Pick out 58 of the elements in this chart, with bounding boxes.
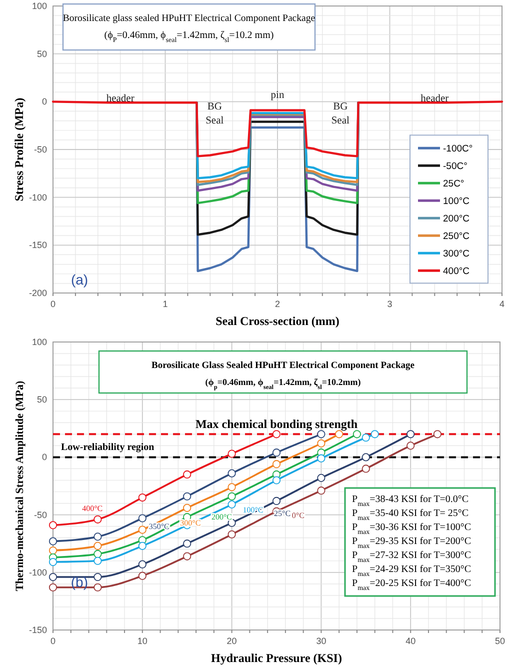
x-axis-title: Hydraulic Pressure (KSI): [211, 651, 342, 665]
text: (ϕ$_{p}$=0.46mm, ϕ$_{seal}$=1.42mm, ζ$_{sl}$=10.2mm): [205, 377, 361, 390]
x-tick-label: 20: [226, 636, 237, 646]
y-tick-label: 100: [32, 1, 47, 11]
x-tick-label: 1: [162, 299, 168, 309]
legend-label: 400°C: [443, 266, 470, 278]
ref-line-label: Max chemical bonding strength: [195, 417, 358, 432]
text: (ϕ$_{P}$=0.46mm, ϕ$_{seal}$=1.42mm, ζ$_{sl}$=10.2 mm): [104, 30, 274, 44]
annotation: (b): [70, 574, 88, 590]
legend-label: 25C°: [443, 178, 464, 190]
text: Borosilicate glass sealed HPuHT Electrical Component Package: [62, 13, 316, 24]
annotation: P$_{max}$=35-40 KSI for T= 25°C: [352, 508, 469, 522]
y-tick-label: -50: [34, 144, 47, 154]
x-tick-label: 10: [137, 636, 148, 646]
legend-label: 250°C: [443, 231, 470, 242]
y-tick-label: 0: [42, 96, 47, 107]
y-axis-title: Stress Profile (MPa): [12, 98, 26, 202]
annotation: P$_{max}$=20-25 KSI for T=400°C: [352, 578, 472, 592]
annotation: (a): [70, 271, 88, 288]
series-label: 25°C: [274, 509, 291, 518]
series-label: 0°C: [292, 511, 304, 520]
legend-label: 300°C: [443, 248, 470, 260]
annotation: pin: [270, 90, 285, 101]
legend-label: 200°C: [443, 214, 470, 225]
text: Borosilicate Glass Sealed HPuHT Electrical Component Package: [152, 361, 414, 371]
x-tick-label: 0: [50, 299, 56, 309]
series-label: 200°C: [211, 512, 232, 522]
x-tick-label: 40: [406, 636, 416, 646]
x-axis-title: Seal Cross-section (mm): [216, 314, 340, 328]
legend-label: 100°C: [443, 196, 470, 208]
y-tick-label: 50: [36, 394, 47, 405]
annotation: BG Seal: [331, 101, 350, 126]
series-label: 400°C: [82, 504, 103, 514]
ref-line-label: Low-reliability region: [61, 442, 155, 454]
y-tick-label: -150: [28, 240, 47, 250]
y-axis-title: Thermo-mechanical Stress Amplitude (MPa): [14, 380, 26, 592]
y-tick-label: 0: [42, 452, 47, 462]
y-tick-label: -100: [28, 192, 47, 202]
y-tick-label: -200: [28, 288, 47, 298]
annotation: P$_{max}$=27-32 KSI for T=300°C: [352, 550, 472, 564]
annotation: BG Seal: [206, 101, 224, 126]
y-tick-label: 100: [32, 337, 47, 347]
y-tick-label: -150: [28, 625, 47, 635]
y-tick-label: -100: [28, 567, 47, 578]
x-tick-label: 0: [50, 636, 56, 646]
annotation: P$_{max}$=38-43 KSI for T=0.0°C: [352, 494, 469, 508]
legend-label: -100C°: [443, 144, 473, 155]
annotation: P$_{max}$=30-36 KSI for T=100°C: [352, 522, 472, 536]
x-tick-label: 4: [499, 299, 505, 309]
x-tick-label: 2: [274, 299, 280, 309]
x-tick-label: 3: [387, 299, 392, 309]
y-tick-label: -50: [34, 510, 47, 520]
x-tick-label: 50: [494, 636, 506, 646]
legend-label: -50C°: [443, 161, 468, 172]
annotation: P$_{max}$=29-35 KSI for T=200°C: [352, 536, 472, 550]
annotation: P$_{max}$=24-29 KSI for T=350°C: [352, 564, 472, 578]
x-tick-label: 30: [316, 636, 326, 646]
y-tick-label: 50: [36, 48, 47, 59]
